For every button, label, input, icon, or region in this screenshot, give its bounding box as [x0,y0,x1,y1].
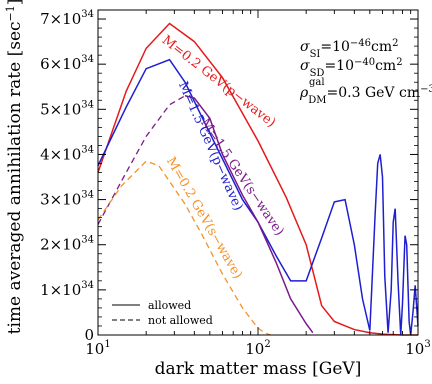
annotation-sigma-sd-sub: SD [310,68,325,79]
curve-label-0: M=0.2 GeV(p−wave) [159,33,278,131]
annotation-rho-sub: DM [308,95,326,106]
annotation-sigma-si-symbol: σ [300,39,310,55]
parameter-annotation: σSI=10−46cm2 σSD=10−40cm2 gal ρDM=0.3 Ge… [299,38,432,106]
y-tick-label: 6×1034 [40,54,94,73]
annotation-sigma-sd-unit: cm [375,58,396,74]
x-axis-label: dark matter mass [GeV] [155,359,362,379]
annotation-sigma-sd-unit-exp: 2 [396,57,402,68]
annotation-rho-dm-sup: gal [309,77,325,88]
y-axis-label-sup: −1 [4,5,17,21]
y-tick-label: 3×1034 [40,190,94,209]
annotation-sigma-sd: σSD=10−40cm2 [300,57,403,79]
annotation-sigma-sd-symbol: σ [300,58,310,74]
x-tick-label: 103 [405,339,430,358]
series-layer [97,22,419,336]
legend-label-allowed: allowed [148,299,191,312]
y-axis-label-main: time averaged annihilation rate [sec [5,21,25,334]
annotation-sigma-sd-eq: =10 [324,58,354,74]
series-2-dashed-line [97,95,186,225]
annotation-sigma-si-eq: =10 [320,39,350,55]
annotation-sigma-si-sub: SI [310,49,321,60]
annotation-rho-text: =0.3 GeV cm [327,85,421,101]
y-tick-label: 2×1034 [40,235,94,254]
annotation-sigma-si-unit-exp: 2 [392,38,398,49]
series-1-line [97,58,419,336]
x-tick-label: 101 [85,339,110,358]
y-tick-label: 5×1034 [40,99,94,118]
legend-label-not-allowed: not allowed [148,314,213,327]
annotation-rho-dm: ρDM=0.3 GeV cm−3 [299,84,432,106]
series-2-line [184,95,314,334]
x-tick-labels: 101 102 103 [85,339,430,358]
annotation-rho-unit-exp: −3 [420,84,432,95]
x-tick-label: 102 [245,339,270,358]
ticks-layer [97,10,418,336]
y-tick-label: 0 [84,326,94,344]
annotation-sigma-sd-exp: −40 [354,57,375,68]
annotation-rho-symbol: ρ [299,85,309,101]
annotation-sigma-si-unit: cm [371,39,392,55]
annotation-sigma-si: σSI=10−46cm2 [300,38,399,60]
y-tick-label: 1×1034 [40,280,94,299]
y-tick-labels: 0 1×1034 2×1034 3×1034 4×1034 5×1034 6×1034 7×1… [40,9,94,344]
y-axis-label-close: ] [5,0,25,5]
y-axis-label: time averaged annihilation rate [sec−1] [4,0,26,334]
y-tick-label: 7×1034 [40,9,94,28]
series-0-line [97,22,418,336]
legend: allowed not allowed [112,299,213,327]
annotation-sigma-si-exp: −46 [350,38,371,49]
y-tick-label: 4×1034 [40,144,94,163]
